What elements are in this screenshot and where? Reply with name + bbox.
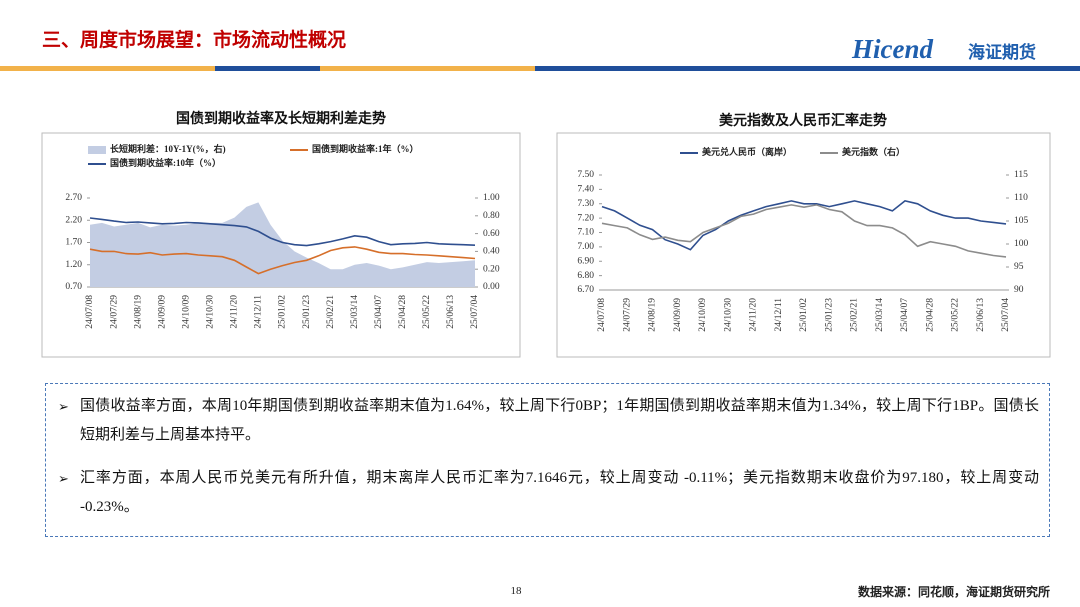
chart-frame <box>41 132 521 358</box>
y-tick-label: 7.10 <box>577 228 594 238</box>
x-tick-label: 25/01/23 <box>824 298 834 332</box>
line <box>89 246 476 275</box>
slide-title: 三、周度市场展望：市场流动性概况 <box>42 28 346 51</box>
x-tick-label: 25/05/22 <box>951 298 961 332</box>
x-tick-label: 25/01/02 <box>799 298 809 332</box>
x-tick-label: 24/10/09 <box>698 298 708 332</box>
header-stripe <box>0 66 215 71</box>
line <box>601 200 1007 251</box>
chart-frame <box>556 132 1051 358</box>
line <box>601 204 1007 258</box>
legend-label: 国债到期收益率:1年（%） <box>312 143 419 154</box>
y2-tick-label: 115 <box>1014 170 1028 180</box>
x-tick-label: 24/07/29 <box>622 298 632 332</box>
x-tick-label: 25/04/07 <box>374 295 384 329</box>
x-tick-label: 25/01/23 <box>302 295 312 329</box>
legend-label: 美元兑人民币（离岸） <box>702 146 792 157</box>
legend-label: 美元指数（右） <box>842 146 905 157</box>
y-tick-label: 7.30 <box>577 199 594 209</box>
y-tick-label: 6.80 <box>577 271 594 281</box>
x-tick-label: 25/04/07 <box>900 298 910 332</box>
x-tick-label: 24/07/08 <box>597 298 607 332</box>
x-tick-label: 24/10/09 <box>181 295 191 329</box>
y2-tick-label: 0.20 <box>483 264 500 274</box>
logo: Hicend <box>851 34 933 64</box>
x-tick-label: 25/03/14 <box>350 295 360 329</box>
x-tick-label: 24/08/19 <box>133 295 143 329</box>
legend-label: 国债到期收益率:10年（%） <box>110 157 221 168</box>
header-stripe <box>215 66 320 71</box>
x-tick-label: 24/09/09 <box>673 298 683 332</box>
x-tick-label: 24/10/30 <box>206 295 216 329</box>
y2-tick-label: 90 <box>1014 285 1024 295</box>
y-tick-label: 6.90 <box>577 256 594 266</box>
page-number: 18 <box>511 585 523 597</box>
x-tick-label: 25/03/14 <box>875 298 885 332</box>
y-tick-label: 6.70 <box>577 285 594 295</box>
y-tick-label: 7.00 <box>577 242 594 252</box>
header-stripe <box>535 66 1080 71</box>
x-tick-label: 25/02/21 <box>326 295 336 329</box>
y2-tick-label: 95 <box>1014 262 1024 272</box>
bullet: 国债收益率方面，本周10年期国债到期收益率期末值为1.64%，较上周下行0BP；… <box>58 392 1039 450</box>
y-tick-label: 2.20 <box>65 215 82 225</box>
y-tick-label: 1.70 <box>65 238 82 248</box>
chart-title: 美元指数及人民币汇率走势 <box>719 112 887 129</box>
y2-tick-label: 0.60 <box>483 229 500 239</box>
area <box>90 202 475 287</box>
bullet-box: 国债收益率方面，本周10年期国债到期收益率期末值为1.64%，较上周下行0BP；… <box>45 383 1050 537</box>
x-tick-label: 24/10/30 <box>723 298 733 332</box>
y2-tick-label: 110 <box>1014 193 1028 203</box>
x-tick-label: 25/02/21 <box>850 298 860 332</box>
x-tick-label: 24/11/20 <box>230 295 240 329</box>
x-tick-label: 25/04/28 <box>398 295 408 329</box>
y-tick-label: 7.40 <box>577 185 594 195</box>
x-tick-label: 25/07/04 <box>1001 298 1011 332</box>
y-tick-label: 7.20 <box>577 213 594 223</box>
x-tick-label: 24/12/11 <box>774 298 784 332</box>
y2-tick-label: 0.00 <box>483 282 500 292</box>
source-note: 数据来源：同花顺，海证期货研究所 <box>858 584 1050 599</box>
x-tick-label: 24/07/29 <box>109 295 119 329</box>
line <box>89 217 476 247</box>
legend-label: 长短期利差：10Y-1Y(%，右) <box>110 143 226 154</box>
x-tick-label: 24/09/09 <box>157 295 167 329</box>
x-tick-label: 24/07/08 <box>85 295 95 329</box>
y-tick-label: 0.70 <box>65 282 82 292</box>
x-tick-label: 24/11/20 <box>749 298 759 332</box>
legend-swatch <box>88 146 106 154</box>
y2-tick-label: 0.40 <box>483 247 500 257</box>
x-tick-label: 24/12/11 <box>254 295 264 329</box>
x-tick-label: 25/05/22 <box>422 295 432 329</box>
x-tick-label: 25/07/04 <box>470 295 480 329</box>
y-tick-label: 2.70 <box>65 193 82 203</box>
x-tick-label: 25/06/13 <box>976 298 986 332</box>
x-tick-label: 25/04/28 <box>925 298 935 332</box>
y2-tick-label: 105 <box>1014 216 1029 226</box>
x-tick-label: 25/01/02 <box>278 295 288 329</box>
x-tick-label: 24/08/19 <box>648 298 658 332</box>
header-stripe <box>320 66 535 71</box>
y2-tick-label: 100 <box>1014 239 1029 249</box>
x-tick-label: 25/06/13 <box>446 295 456 329</box>
y-tick-label: 7.50 <box>577 170 594 180</box>
bullet: 汇率方面，本周人民币兑美元有所升值，期末离岸人民币汇率为7.1646元，较上周变… <box>58 464 1039 522</box>
logo-cn: 海证期货 <box>968 42 1036 62</box>
chart-title: 国债到期收益率及长短期利差走势 <box>176 110 386 127</box>
y-tick-label: 1.20 <box>65 260 82 270</box>
y2-tick-label: 0.80 <box>483 211 500 221</box>
y2-tick-label: 1.00 <box>483 193 500 203</box>
